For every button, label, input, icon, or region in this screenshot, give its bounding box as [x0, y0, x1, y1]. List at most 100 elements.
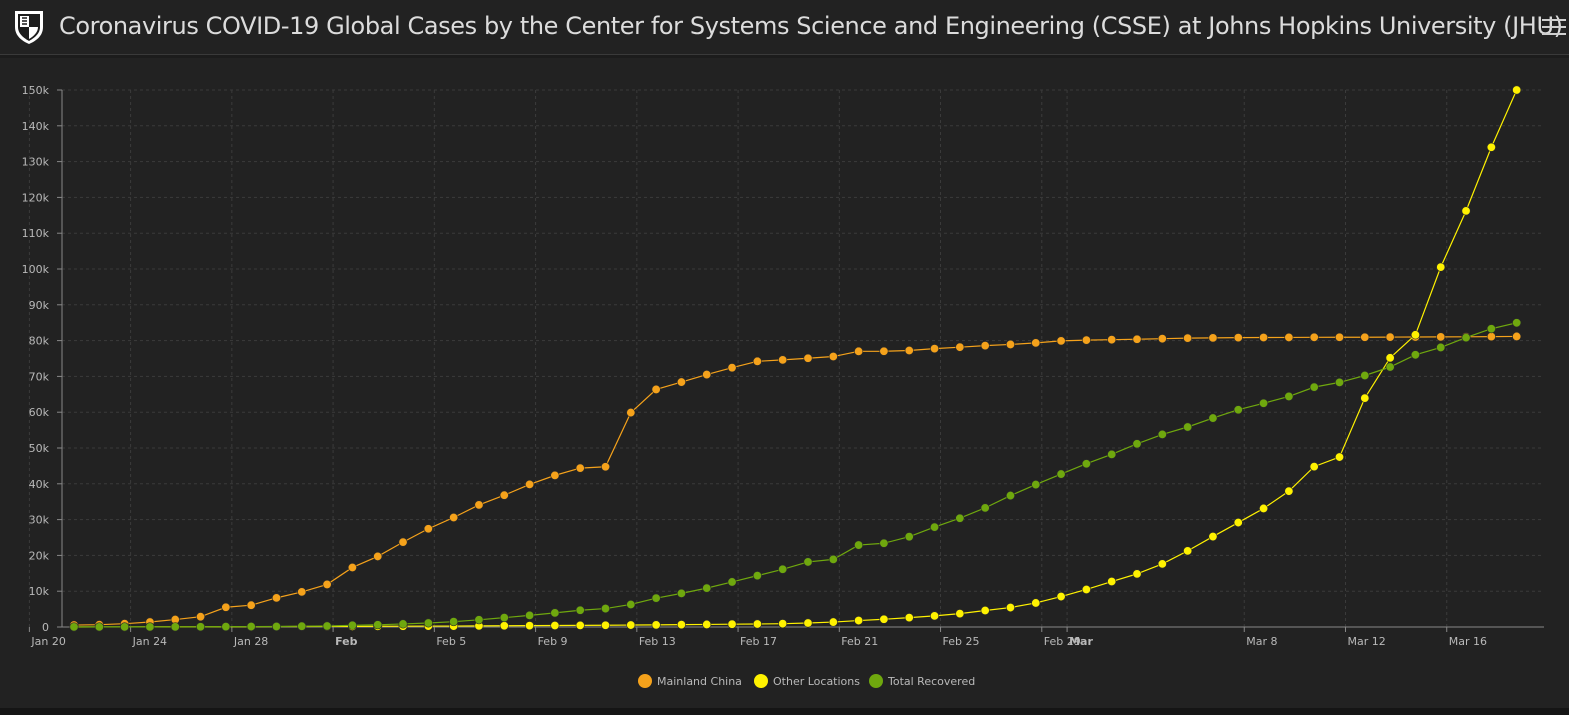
data-point	[1208, 333, 1218, 343]
data-point	[499, 613, 509, 623]
data-point	[398, 619, 408, 629]
series-mainland-china	[69, 331, 1522, 630]
data-point	[702, 619, 712, 629]
data-point	[423, 524, 433, 534]
legend-swatch	[754, 674, 768, 688]
data-point	[1056, 592, 1066, 602]
data-point	[803, 618, 813, 628]
data-point	[297, 587, 307, 597]
data-point	[1486, 324, 1496, 334]
hamburger-menu-icon[interactable]	[1542, 14, 1566, 40]
data-point	[398, 537, 408, 547]
y-axis-ticks: 0 10k 20k 30k 40k 50k 60k 70k 80k 90k 100k 110k 120k…	[22, 84, 50, 634]
data-point	[525, 479, 535, 489]
data-point	[550, 608, 560, 618]
data-point	[1183, 546, 1193, 556]
data-point	[803, 353, 813, 363]
data-point	[651, 593, 661, 603]
data-point	[449, 617, 459, 627]
data-point	[1132, 439, 1142, 449]
data-point	[1461, 206, 1471, 216]
data-point	[879, 614, 889, 624]
data-point	[626, 599, 636, 609]
data-point	[322, 579, 332, 589]
data-point	[1335, 332, 1345, 342]
y-tick-label: 150k	[22, 84, 50, 97]
data-point	[727, 619, 737, 629]
data-point	[676, 588, 686, 598]
data-point	[271, 621, 281, 631]
legend-label: Mainland China	[657, 675, 742, 688]
chart-legend: Mainland China Other Locations Total Recov…	[638, 674, 975, 688]
data-point	[778, 355, 788, 365]
data-point	[94, 622, 104, 632]
y-tick-label: 50k	[29, 442, 50, 455]
data-point	[1512, 85, 1522, 95]
data-point	[1284, 332, 1294, 342]
y-tick-label: 70k	[29, 370, 50, 383]
page-title: Coronavirus COVID-19 Global Cases by the…	[59, 12, 1563, 40]
data-point	[1360, 332, 1370, 342]
data-point	[702, 370, 712, 380]
legend-label: Other Locations	[773, 675, 860, 688]
data-point	[1461, 333, 1471, 343]
y-tick-label: 20k	[29, 549, 50, 562]
data-point	[1385, 362, 1395, 372]
data-point	[1360, 371, 1370, 381]
data-point	[879, 346, 889, 356]
data-point	[347, 562, 357, 572]
data-point	[1486, 142, 1496, 152]
x-tick-label: Mar 12	[1348, 635, 1386, 648]
y-tick-label: 30k	[29, 514, 50, 527]
data-point	[499, 490, 509, 500]
data-point	[1335, 452, 1345, 462]
data-point	[778, 564, 788, 574]
data-point	[170, 622, 180, 632]
data-point	[930, 522, 940, 532]
cases-line-chart: 0 10k 20k 30k 40k 50k 60k 70k 80k 90k 100k 110k 120k…	[22, 84, 1544, 688]
x-tick-label: Jan 24	[132, 635, 167, 648]
data-point	[1360, 393, 1370, 403]
university-shield-icon	[15, 11, 43, 44]
x-tick-label: Feb 17	[740, 635, 777, 648]
data-point	[1157, 559, 1167, 569]
data-point	[1031, 338, 1041, 348]
data-point	[246, 622, 256, 632]
data-point	[575, 620, 585, 630]
data-point	[1259, 503, 1269, 513]
data-point	[474, 500, 484, 510]
data-point	[1183, 333, 1193, 343]
data-point	[727, 577, 737, 587]
data-point	[1335, 377, 1345, 387]
data-point	[1486, 332, 1496, 342]
data-point	[1385, 332, 1395, 342]
x-tick-label: Feb 13	[639, 635, 676, 648]
data-point	[904, 532, 914, 542]
data-point	[449, 512, 459, 522]
y-tick-label: 110k	[22, 227, 50, 240]
x-tick-label: Jan 28	[233, 635, 268, 648]
y-tick-label: 10k	[29, 585, 50, 598]
data-point	[601, 604, 611, 614]
data-point	[69, 622, 79, 632]
data-point	[651, 384, 661, 394]
data-point	[1107, 577, 1117, 587]
data-point	[955, 513, 965, 523]
data-point	[752, 571, 762, 581]
data-point	[1259, 333, 1269, 343]
data-point	[980, 606, 990, 616]
data-point	[1233, 333, 1243, 343]
data-point	[1132, 569, 1142, 579]
legend-swatch	[869, 674, 883, 688]
data-point	[1031, 480, 1041, 490]
y-tick-label: 120k	[22, 191, 50, 204]
data-point	[575, 463, 585, 473]
data-point	[1410, 350, 1420, 360]
data-point	[854, 616, 864, 626]
data-point	[525, 621, 535, 631]
data-point	[1385, 353, 1395, 363]
chart-grid	[28, 89, 1544, 627]
legend-item: Total Recovered	[869, 674, 975, 688]
x-axis-ticks: Jan 20 Jan 24 Jan 28 Feb Feb 5 Feb 9 Feb 13 Feb…	[30, 635, 1487, 648]
data-point	[727, 363, 737, 373]
